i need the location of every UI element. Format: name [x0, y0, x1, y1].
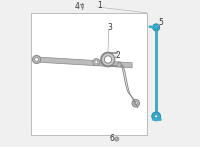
Circle shape [101, 53, 115, 66]
FancyBboxPatch shape [155, 27, 157, 115]
Circle shape [155, 115, 158, 118]
Text: 5: 5 [158, 19, 163, 27]
Circle shape [35, 58, 38, 61]
Text: 2: 2 [116, 51, 121, 60]
Circle shape [32, 55, 41, 64]
Circle shape [104, 56, 112, 63]
FancyBboxPatch shape [31, 13, 147, 135]
Circle shape [155, 26, 158, 29]
FancyBboxPatch shape [81, 4, 83, 7]
Circle shape [132, 99, 140, 107]
Circle shape [93, 59, 100, 66]
Circle shape [116, 138, 118, 140]
Circle shape [115, 137, 119, 141]
Text: 3: 3 [107, 23, 112, 32]
Polygon shape [36, 57, 132, 68]
Text: 1: 1 [98, 1, 102, 10]
Circle shape [134, 102, 137, 105]
Circle shape [152, 112, 161, 121]
Text: 4: 4 [75, 2, 80, 11]
Circle shape [95, 61, 98, 64]
Text: 6: 6 [110, 135, 115, 143]
Circle shape [153, 24, 160, 31]
